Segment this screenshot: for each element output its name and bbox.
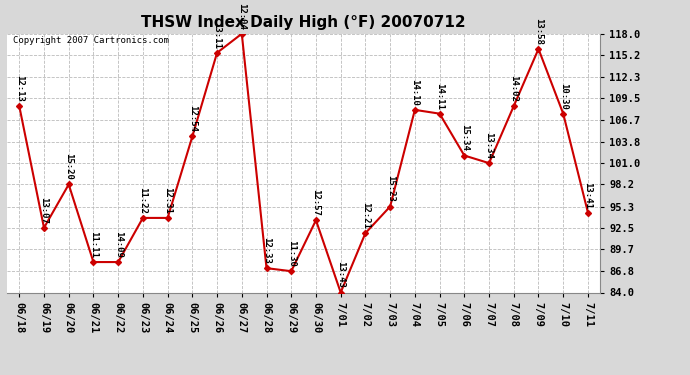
Text: 15:34: 15:34 (460, 124, 469, 152)
Text: 15:20: 15:20 (64, 153, 73, 180)
Text: 13:07: 13:07 (39, 197, 48, 223)
Text: 12:13: 12:13 (14, 75, 23, 102)
Text: Copyright 2007 Cartronics.com: Copyright 2007 Cartronics.com (13, 36, 169, 45)
Text: 15:23: 15:23 (386, 176, 395, 202)
Text: 11:11: 11:11 (89, 231, 98, 258)
Text: 13:58: 13:58 (534, 18, 543, 45)
Text: 12:31: 12:31 (163, 187, 172, 214)
Text: 14:11: 14:11 (435, 82, 444, 110)
Text: 12:04: 12:04 (237, 3, 246, 30)
Text: 12:21: 12:21 (361, 202, 370, 229)
Text: 13:11: 13:11 (213, 22, 221, 49)
Text: 14:09: 14:09 (114, 231, 123, 258)
Text: 14:10: 14:10 (411, 79, 420, 106)
Text: 12:57: 12:57 (311, 189, 320, 216)
Text: 12:54: 12:54 (188, 105, 197, 132)
Text: 11:30: 11:30 (287, 240, 296, 267)
Text: 13:41: 13:41 (584, 182, 593, 209)
Text: 14:02: 14:02 (509, 75, 518, 102)
Text: 11:22: 11:22 (139, 187, 148, 214)
Text: 13:34: 13:34 (484, 132, 493, 159)
Text: 13:43: 13:43 (336, 261, 345, 288)
Text: THSW Index Daily High (°F) 20070712: THSW Index Daily High (°F) 20070712 (141, 15, 466, 30)
Text: 12:33: 12:33 (262, 237, 271, 264)
Text: 10:30: 10:30 (559, 82, 568, 110)
